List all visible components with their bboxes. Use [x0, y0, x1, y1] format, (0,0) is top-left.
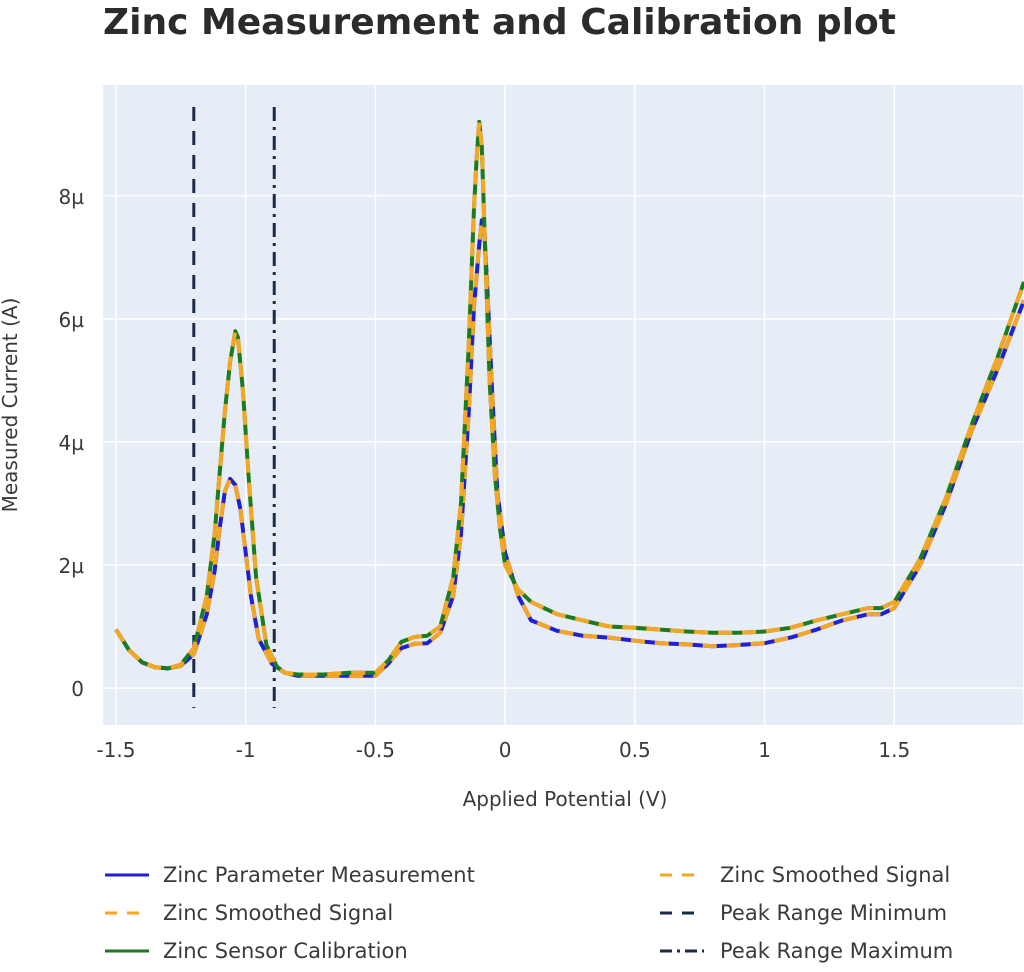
x-tick-label: 0 — [499, 738, 512, 762]
chart-title: Zinc Measurement and Calibration plot — [103, 2, 896, 43]
legend-label: Zinc Smoothed Signal — [720, 863, 950, 887]
x-axis-label: Applied Potential (V) — [463, 787, 668, 811]
plot-background — [103, 85, 1024, 725]
x-tick-label: -0.5 — [356, 738, 395, 762]
legend: Zinc Parameter Measurement Zinc Smoothed … — [105, 863, 953, 963]
grid-layer — [103, 85, 1024, 725]
y-tick-label: 4µ — [59, 431, 85, 455]
x-tick-label: 1.5 — [878, 738, 910, 762]
peak-range-lines — [192, 107, 276, 708]
x-tick-label: 0.5 — [619, 738, 651, 762]
x-tick-label: -1 — [236, 738, 256, 762]
x-tick-labels: -1.5-1-0.500.511.52 — [96, 738, 1024, 762]
legend-label: Zinc Parameter Measurement — [163, 863, 475, 887]
x-tick-label: -1.5 — [96, 738, 135, 762]
legend-label: Zinc Smoothed Signal — [163, 901, 393, 925]
y-tick-label: 2µ — [59, 554, 85, 578]
series-line-3 — [114, 119, 1024, 677]
y-tick-labels: 0 2µ 4µ 6µ 8µ — [59, 185, 85, 701]
legend-label: Peak Range Minimum — [720, 901, 947, 925]
y-tick-label: 8µ — [59, 185, 85, 209]
series-layer — [114, 119, 1024, 678]
y-tick-label: 6µ — [59, 308, 85, 332]
legend-label: Peak Range Maximum — [720, 939, 953, 963]
legend-label: Zinc Sensor Calibration — [163, 939, 408, 963]
y-axis-label: Measured Current (A) — [0, 298, 22, 513]
y-tick-label: 0 — [71, 677, 84, 701]
x-tick-label: 1 — [758, 738, 771, 762]
series-line-1 — [114, 218, 1024, 678]
